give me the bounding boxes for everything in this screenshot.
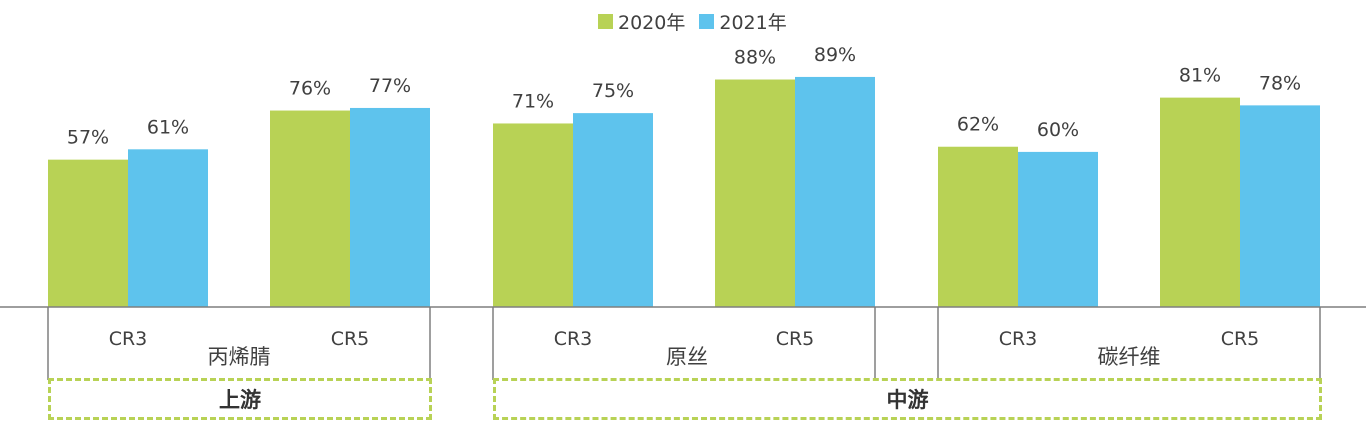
bar-2021-5	[1240, 105, 1320, 308]
bar-2021-4	[1018, 151, 1098, 307]
category-label-3: CR5	[776, 328, 815, 350]
data-label-2021-0: 61%	[147, 116, 189, 138]
data-label-2020-5: 81%	[1179, 65, 1221, 87]
category-label-5: CR5	[1221, 328, 1260, 350]
bar-2020-4	[938, 146, 1018, 307]
bar-2020-2	[493, 123, 573, 307]
segment-midstream-box: 中游	[493, 378, 1322, 420]
segment-midstream-label: 中游	[886, 388, 929, 412]
data-label-2021-2: 75%	[592, 80, 634, 102]
data-label-2021-1: 77%	[369, 75, 411, 97]
legend-label-2020: 2020年	[618, 12, 686, 34]
bar-2021-3	[795, 76, 875, 307]
data-label-2020-3: 88%	[734, 47, 776, 69]
legend: 2020年 2021年	[598, 8, 801, 35]
bar-2020-5	[1160, 97, 1240, 308]
data-label-2021-3: 89%	[814, 44, 856, 66]
category-label-0: CR3	[109, 328, 148, 350]
bar-2021-0	[128, 149, 208, 307]
segment-upstream-box: 上游	[48, 378, 432, 420]
bar-2021-2	[573, 113, 653, 307]
bar-2020-1	[270, 110, 350, 307]
legend-item-2020: 2020年	[598, 8, 685, 35]
data-label-2020-0: 57%	[67, 127, 109, 149]
bar-2020-0	[48, 159, 128, 307]
data-label-2020-2: 71%	[512, 90, 554, 112]
data-label-2020-4: 62%	[957, 114, 999, 136]
category-label-4: CR3	[999, 328, 1038, 350]
group-label-1: 原丝	[666, 345, 708, 369]
legend-swatch-2020	[598, 14, 613, 29]
legend-swatch-2021	[699, 14, 715, 29]
legend-label-2021: 2021年	[719, 12, 787, 34]
category-label-1: CR5	[331, 328, 370, 350]
segment-upstream-label: 上游	[219, 388, 261, 412]
group-label-0: 丙烯腈	[208, 345, 271, 369]
bar-2020-3	[715, 79, 795, 308]
data-label-2020-1: 76%	[289, 78, 331, 100]
group-label-2: 碳纤维	[1098, 345, 1161, 369]
legend-item-2021: 2021年	[699, 8, 787, 35]
data-label-2021-4: 60%	[1037, 119, 1079, 141]
data-label-2021-5: 78%	[1259, 72, 1301, 94]
category-label-2: CR3	[554, 328, 593, 350]
bar-2021-1	[350, 107, 430, 307]
